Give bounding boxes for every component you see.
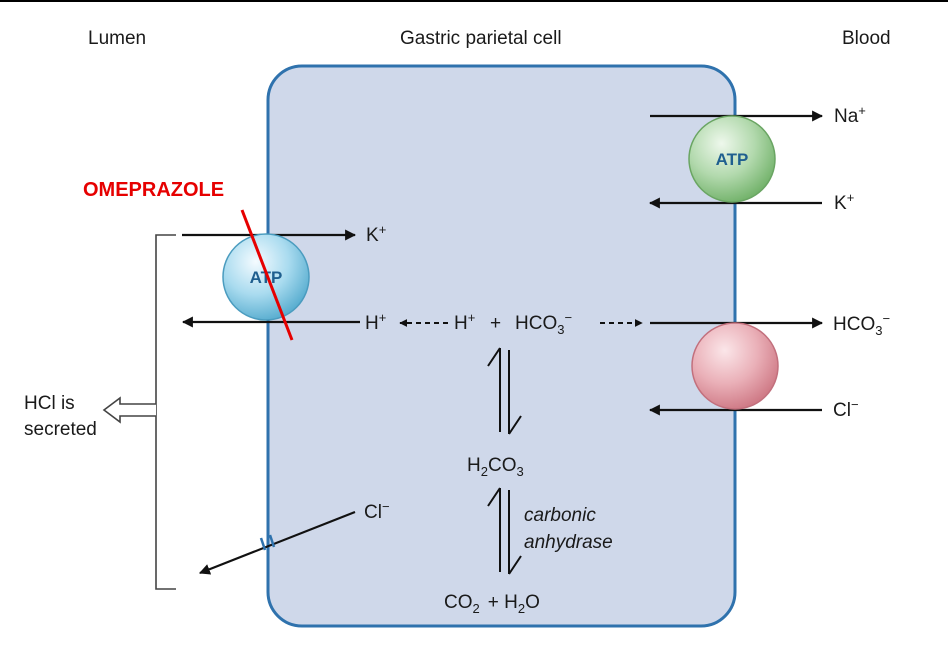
k-label-apical: K+ — [366, 222, 386, 246]
proton-pump — [222, 233, 310, 321]
cl-hco3-exchanger — [691, 322, 779, 410]
na-label: Na+ — [834, 103, 866, 127]
equilibrium-arrows-upper — [487, 347, 522, 435]
chloride-channel — [259, 534, 276, 551]
cl-label-cytoplasm: Cl− — [364, 499, 390, 523]
na-k-atp-label: ATP — [716, 150, 749, 169]
plus-sign: + — [490, 313, 501, 334]
hcl-secretion-arrow — [102, 396, 156, 424]
hco3-label-blood: HCO3− — [833, 311, 890, 338]
enzyme-label-line1: carbonic — [524, 505, 596, 526]
hcl-bracket — [155, 234, 176, 590]
top-rule — [0, 0, 948, 2]
enzyme-label-line2: anhydrase — [524, 532, 613, 553]
na-k-atpase-pump — [688, 115, 776, 203]
omeprazole-inhibition-slash — [240, 209, 294, 341]
hcl-label-line1: HCl is — [24, 393, 75, 414]
cl-label-blood: Cl− — [833, 397, 859, 421]
h2co3-label: H2CO3 — [467, 455, 524, 479]
proton-pump-atp-label: ATP — [250, 268, 283, 287]
cl-efflux-arrow — [198, 510, 356, 575]
k-label-basolateral: K+ — [834, 190, 854, 214]
h-label-apical: H+ — [365, 310, 386, 334]
cytoplasm-hco3-label: HCO3− — [515, 310, 572, 337]
blood-header: Blood — [842, 28, 891, 49]
cytoplasm-h-label: H+ — [454, 310, 475, 334]
hcl-label-line2: secreted — [24, 419, 97, 440]
equilibrium-arrows-lower — [487, 487, 522, 575]
parietal-cell-body — [266, 64, 737, 628]
omeprazole-label: OMEPRAZOLE — [83, 179, 224, 201]
lumen-header: Lumen — [88, 28, 146, 49]
cell-header: Gastric parietal cell — [400, 28, 562, 49]
co2-h2o-label: CO2 + H2O — [444, 592, 540, 616]
